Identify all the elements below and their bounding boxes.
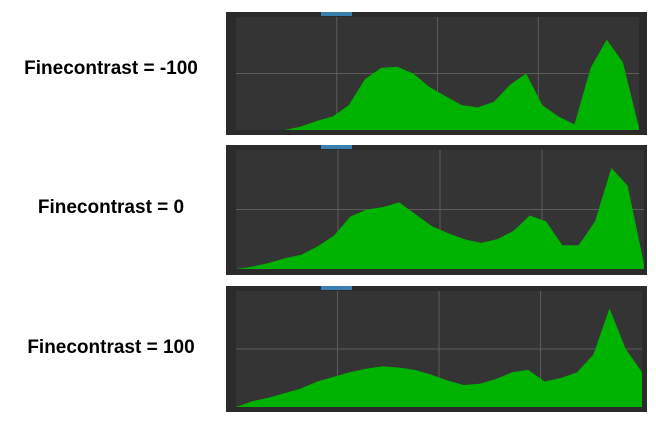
- panel-tab-marker: [321, 12, 352, 16]
- row-label: Finecontrast = -100: [24, 58, 198, 79]
- panel-tab-marker: [321, 145, 352, 149]
- row-label: Finecontrast = 0: [37, 197, 185, 218]
- histogram-chart: [236, 291, 642, 407]
- histogram-chart: [236, 150, 644, 269]
- histogram-chart: [236, 17, 639, 130]
- histogram-area: [236, 308, 642, 407]
- row-label: Finecontrast = 100: [27, 337, 195, 358]
- histogram-area: [236, 167, 644, 269]
- panel-tab-marker: [321, 286, 352, 290]
- histogram-panel: [226, 12, 647, 135]
- histogram-panel: [226, 286, 647, 412]
- histogram-panel: [226, 145, 647, 275]
- histogram-area: [236, 39, 639, 130]
